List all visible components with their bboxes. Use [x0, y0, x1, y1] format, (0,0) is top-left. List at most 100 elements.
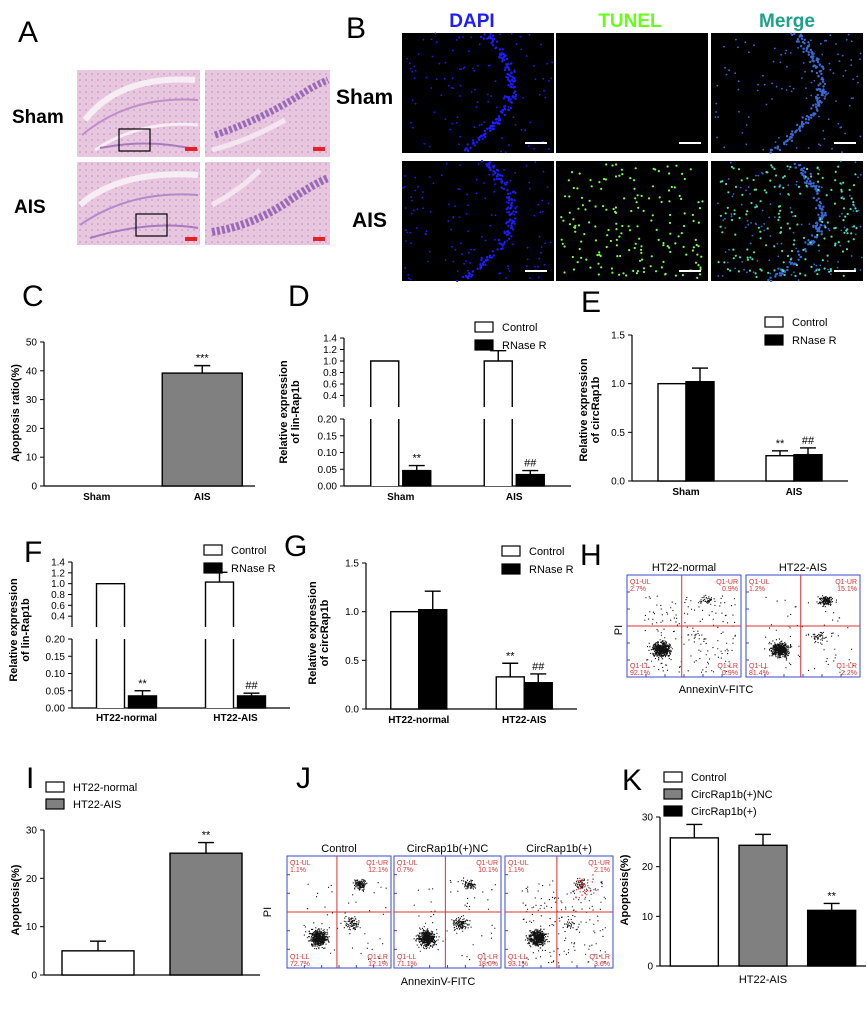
cell-dot [480, 123, 483, 126]
cell-dot [455, 39, 458, 41]
legend-swatch [764, 334, 784, 346]
cell-dot [500, 56, 503, 59]
cell-dot [746, 271, 748, 274]
legend-label: RNase R [231, 563, 276, 575]
panel-letter-d: D [288, 280, 310, 313]
cell-dot [503, 58, 506, 62]
cell-dot [804, 258, 807, 261]
panel-g-chart: 0.0 0.5 1.0 1.5 HT22-normal HT22-AIS ** ## Relat… [307, 545, 577, 726]
cell-dot [411, 99, 414, 102]
panel-letter-b: B [346, 12, 366, 45]
cell-dot [855, 210, 858, 213]
y-tick-label: 1.5 [345, 559, 359, 570]
cell-dot [480, 134, 484, 137]
cell-dot [818, 268, 821, 271]
cell-dot [534, 265, 536, 268]
cell-dot [776, 146, 779, 149]
legend-swatch [45, 798, 65, 810]
quadrant-label-ur: Q1-UR [716, 579, 738, 586]
cell-dot [852, 97, 854, 99]
cell-dot [773, 269, 776, 272]
cell-dot [828, 62, 831, 65]
cell-dot [666, 245, 669, 248]
cell-dot [809, 172, 812, 176]
cell-dot [574, 224, 577, 227]
cell-dot [756, 89, 759, 92]
category-label: HT22-normal [388, 715, 449, 726]
cell-dot [502, 242, 506, 245]
y-tick-label: 0.5 [611, 428, 625, 439]
cell-dot [782, 270, 785, 273]
cell-dot [823, 237, 826, 240]
cell-dot [837, 53, 839, 56]
cell-dot [840, 160, 842, 163]
cell-dot [578, 247, 581, 251]
cell-dot [490, 95, 492, 97]
cell-dot [488, 254, 492, 257]
cell-dot [701, 200, 704, 203]
cell-dot [805, 180, 809, 183]
x-axis-title: HT22-AIS [739, 974, 787, 986]
cell-dot [754, 272, 757, 275]
cell-dot [769, 235, 772, 237]
cell-dot [774, 275, 777, 278]
bar [765, 454, 795, 482]
bar [161, 372, 243, 487]
cell-dot [465, 260, 467, 262]
cell-dot [528, 181, 531, 184]
flow-events [644, 594, 736, 673]
cell-dot [800, 35, 804, 38]
cell-dot [804, 250, 808, 253]
cell-dot [790, 139, 794, 142]
cell-dot [480, 35, 483, 39]
cell-dot [674, 242, 677, 245]
cell-dot [670, 185, 673, 189]
cell-dot [749, 193, 751, 195]
cell-dot [561, 242, 564, 245]
cell-dot [797, 258, 800, 261]
cell-dot [803, 38, 806, 41]
cell-dot [563, 195, 567, 198]
panel-h-flow-cytometry: Q1-UL2.7%Q1-UR0.9%Q1-LL92.1%Q1-LR0.9%HT2… [613, 562, 861, 696]
cell-dot [779, 209, 782, 212]
cell-dot [813, 263, 816, 266]
cell-dot [563, 271, 566, 274]
cell-dot [715, 102, 718, 105]
cell-dot [606, 234, 609, 237]
cell-dot [837, 122, 840, 125]
cell-dot [812, 104, 815, 107]
cell-dot [467, 230, 469, 233]
cell-dot [735, 38, 737, 41]
y-axis-label-text: Apoptosis(%) [10, 864, 22, 935]
cell-dot [505, 277, 507, 279]
row-label-sham: Sham [336, 86, 393, 109]
cell-dot [588, 199, 591, 202]
cell-dot [816, 93, 819, 97]
cell-dot [815, 97, 818, 100]
cell-dot [780, 226, 783, 229]
cell-dot [507, 211, 511, 214]
cell-dot [548, 80, 550, 82]
cell-dot [620, 232, 623, 235]
legend-label: RNase R [529, 564, 574, 576]
cell-dot [719, 180, 722, 183]
category-label: HT22-AIS [213, 713, 258, 724]
cell-dot [490, 128, 494, 131]
cell-dot [630, 209, 633, 213]
cell-dot [475, 106, 478, 108]
legend-swatch [203, 562, 223, 574]
cell-dot [841, 250, 845, 253]
bar-lower [205, 639, 234, 708]
cell-dot [500, 150, 503, 153]
flow-plot-title: CircRap1b(+) [526, 843, 592, 855]
cell-dot [691, 213, 695, 216]
cell-dot [486, 93, 489, 96]
cell-dot [796, 38, 800, 41]
y-axis-label: Relative expression of circRap1b [578, 358, 602, 462]
cell-dot [505, 201, 508, 204]
cell-dot [789, 133, 793, 136]
cell-dot [820, 233, 823, 236]
cell-dot [440, 174, 443, 177]
cell-dot [745, 189, 747, 192]
cell-dot [452, 260, 455, 263]
